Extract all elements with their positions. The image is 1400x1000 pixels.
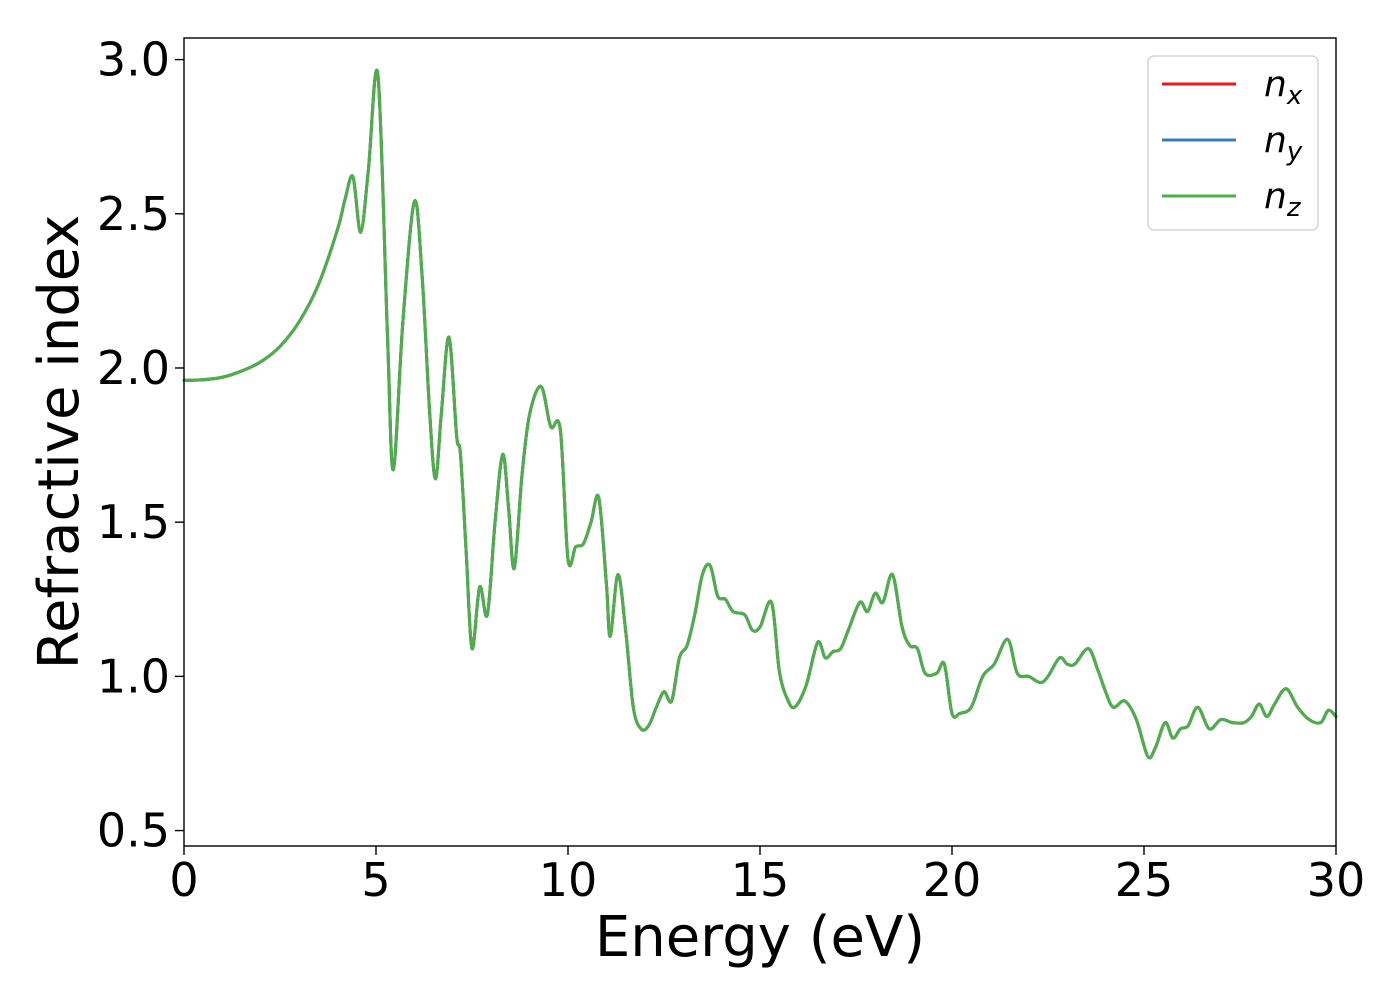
x-tick-label: 5 <box>361 853 390 907</box>
y-tick-label: 1.0 <box>97 649 170 703</box>
y-axis-title: Refractive index <box>27 215 92 670</box>
y-tick-label: 2.5 <box>97 187 170 241</box>
legend-label-base: n <box>1264 176 1287 217</box>
legend-label-subscript: z <box>1286 193 1302 223</box>
x-tick-label: 30 <box>1307 853 1366 907</box>
y-tick-label: 3.0 <box>97 33 170 87</box>
legend-label-subscript: x <box>1286 81 1303 111</box>
legend-label-ny: ny <box>1264 120 1303 167</box>
y-axis-ticks: 0.5 1.0 1.5 2.0 2.5 3.0 <box>97 33 184 858</box>
series-layer <box>182 68 1338 760</box>
x-axis-ticks: 0 5 10 15 20 25 30 <box>169 846 1365 907</box>
x-tick-label: 20 <box>923 853 982 907</box>
series-line-nz <box>182 68 1338 760</box>
x-tick-label: 0 <box>169 853 198 907</box>
legend-label-subscript: y <box>1286 137 1303 167</box>
x-tick-label: 25 <box>1115 853 1174 907</box>
legend-label-nx: nx <box>1264 64 1303 111</box>
x-tick-label: 15 <box>731 853 790 907</box>
legend-label-base: n <box>1264 64 1287 105</box>
y-tick-label: 0.5 <box>97 804 170 858</box>
legend-label-base: n <box>1264 120 1287 161</box>
x-axis-title: Energy (eV) <box>595 905 925 970</box>
legend-box <box>1147 55 1319 231</box>
x-tick-label: 10 <box>539 853 598 907</box>
y-tick-label: 2.0 <box>97 341 170 395</box>
y-tick-label: 1.5 <box>97 495 170 549</box>
legend-label-nz: nz <box>1264 176 1302 223</box>
